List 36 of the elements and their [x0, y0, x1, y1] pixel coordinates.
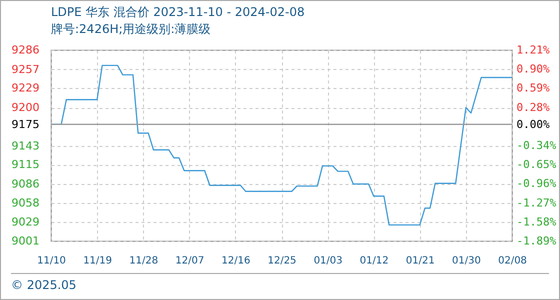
y-tick-label: 9001 — [12, 234, 40, 248]
y-tick-label: 9257 — [12, 62, 40, 76]
y-tick-label: 9175 — [12, 118, 40, 131]
x-tick-label: 12/07 — [175, 256, 204, 266]
y2-tick-label: -1.89% — [516, 234, 557, 248]
y2-tick-label: -1.27% — [516, 196, 557, 210]
chart-subtitle: 牌号:2426H;用途级别:薄膜级 — [51, 22, 211, 36]
x-tick-label: 11/10 — [37, 256, 66, 266]
y2-tick-label: 0.28% — [516, 100, 550, 114]
x-tick-label: 01/03 — [314, 256, 343, 266]
y-tick-label: 9143 — [12, 139, 40, 152]
y-tick-label: 9200 — [12, 101, 40, 114]
y2-tick-label: 0.00% — [516, 118, 550, 132]
x-tick-label: 01/21 — [406, 256, 435, 266]
y-tick-label: 9229 — [12, 82, 40, 95]
x-tick-label: 02/08 — [498, 256, 527, 266]
text: © 2025.05 — [11, 278, 76, 292]
y-tick-label: 9058 — [12, 196, 40, 210]
y2-tick-label: 0.59% — [516, 82, 550, 95]
y-tick-label: 9115 — [12, 158, 40, 172]
x-tick-label: 01/30 — [452, 256, 481, 266]
y2-tick-label: 1.21% — [516, 44, 550, 56]
x-tick-label: 11/28 — [129, 256, 158, 266]
x-tick-label: 12/16 — [221, 256, 250, 266]
y2-tick-label: -1.58% — [516, 215, 557, 228]
y-tick-label: 9286 — [12, 44, 40, 56]
x-tick-label: 12/25 — [268, 256, 296, 266]
y2-tick-label: 0.90% — [516, 62, 550, 76]
chart-title: LDPE 华东 混合价 2023-11-10 - 2024-02-08 — [51, 5, 305, 19]
y2-tick-label: -0.96% — [516, 177, 557, 190]
y-tick-label: 9086 — [12, 178, 40, 191]
x-tick-label: 01/12 — [360, 256, 389, 266]
y-tick-label: 9029 — [12, 216, 40, 229]
x-tick-label: 11/19 — [83, 256, 112, 266]
y2-tick-label: -0.65% — [516, 158, 557, 172]
y2-tick-label: -0.34% — [516, 139, 557, 152]
